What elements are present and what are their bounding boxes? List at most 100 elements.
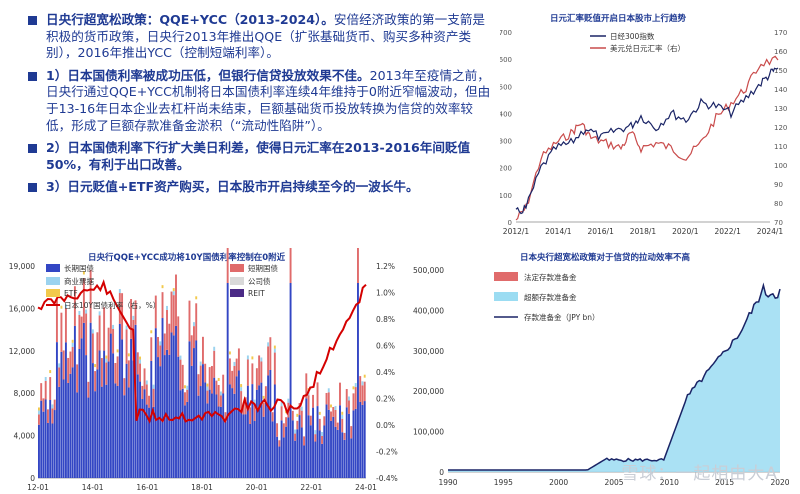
bar-short-term (87, 381, 90, 398)
bar-long-term (69, 373, 72, 478)
bar-short-term (251, 363, 254, 385)
bar-long-term (40, 400, 43, 478)
bar-long-term (294, 440, 297, 478)
bar-long-term (125, 363, 128, 478)
bar-short-term (148, 395, 150, 408)
bar-long-term (280, 420, 283, 478)
bar-short-term (91, 333, 94, 364)
bar-long-term (222, 393, 225, 478)
x-tick-label: 2010 (660, 478, 679, 487)
bar-cp (233, 361, 236, 366)
bar-long-term (100, 386, 103, 478)
bar-long-term (262, 416, 265, 478)
bar-short-term (240, 391, 243, 412)
bar-short-term (67, 357, 70, 383)
bar-long-term (240, 411, 243, 478)
bar-long-term (118, 323, 121, 478)
bar-long-term (260, 382, 263, 478)
y-tick-label: 0 (439, 468, 444, 477)
legend-label: 超额存款准备金 (524, 292, 577, 302)
bar-short-term (136, 352, 139, 375)
bar-long-term (298, 415, 301, 478)
bar-cp (246, 355, 249, 360)
bar-short-term (253, 403, 256, 422)
bar-long-term (85, 355, 88, 478)
bar-long-term (139, 381, 142, 478)
bar-cp (280, 402, 283, 407)
legend-swatch (230, 277, 244, 285)
bar-short-term (114, 363, 117, 384)
bar-long-term (190, 365, 193, 478)
bar-short-term (179, 359, 182, 391)
bar-short-term (226, 248, 229, 283)
bar-long-term (64, 342, 67, 478)
bar-long-term (296, 429, 299, 478)
bar-etf (116, 349, 119, 353)
bar-cp (64, 304, 67, 309)
bar-short-term (332, 407, 335, 417)
bar-etf (82, 271, 85, 275)
bar-short-term (278, 440, 281, 447)
bar-cp (98, 311, 101, 316)
bar-short-term (314, 434, 317, 442)
bar-long-term (44, 399, 47, 478)
bar-long-term (345, 407, 348, 478)
bar-short-term (235, 358, 238, 377)
bar-short-term (80, 316, 83, 339)
bar-short-term (123, 378, 126, 396)
bar-cp (51, 404, 54, 409)
bar-long-term (357, 283, 359, 478)
x-tick-label: 1995 (494, 478, 513, 487)
y-left-tick-label: 0 (30, 474, 35, 483)
bar-cp (321, 431, 323, 436)
bar-long-term (244, 414, 247, 478)
chart-yen-nikkei-svg: 2012/1 2014/1 2016/1 2018/1 2020/1 2022/1 2024… (500, 29, 787, 236)
legend-swatch (494, 292, 518, 301)
bar-short-term (325, 392, 328, 405)
bullet-bold: 3）日元贬值+ETF资产购买，日本股市开启持续至今的一波长牛。 (46, 179, 419, 195)
watermark: 雪球：一起相由大A (621, 464, 778, 484)
y-right-tick-label: 120 (774, 124, 787, 132)
legend-swatch (494, 272, 518, 281)
bar-short-term (330, 411, 332, 421)
y-right-tick-label: 150 (774, 67, 787, 75)
bar-long-term (215, 394, 218, 478)
bar-long-term (152, 406, 155, 478)
bar-short-term (46, 409, 49, 423)
bar-cp (294, 429, 297, 434)
bar-long-term (154, 328, 157, 478)
legend-label: 公司债 (248, 276, 271, 286)
bar-short-term (282, 423, 285, 438)
bar-long-term (305, 398, 308, 478)
bar-short-term (291, 410, 294, 421)
bar-short-term (197, 374, 200, 396)
x-tick-label: 2012/1 (503, 227, 530, 236)
bar-long-term (336, 429, 339, 478)
bar-short-term (309, 415, 312, 426)
bar-cp (145, 380, 148, 385)
bar-cp (179, 355, 182, 360)
bar-short-term (260, 361, 263, 383)
legend-label: 商业票据 (64, 276, 94, 286)
bar-short-term (206, 390, 209, 404)
bar-cp (213, 346, 216, 351)
bar-long-term (199, 386, 202, 478)
y-left-tick-label: 100 (500, 192, 512, 200)
legend-swatch (46, 277, 60, 285)
bar-long-term (323, 425, 326, 478)
bar-long-term (123, 395, 126, 478)
legend-label: 长期国债 (64, 263, 94, 273)
bar-short-term (296, 420, 299, 430)
bar-short-term (94, 371, 97, 392)
bar-short-term (82, 278, 85, 323)
bar-long-term (341, 432, 344, 478)
bar-etf (94, 364, 97, 368)
bar-etf (296, 413, 299, 417)
bar-long-term (312, 407, 314, 478)
x-tick-label: 2015 (715, 478, 734, 487)
bar-long-term (38, 424, 40, 478)
bar-etf (318, 411, 321, 415)
bar-cp (260, 357, 263, 362)
bar-short-term (363, 381, 366, 402)
text-block: 日央行超宽松政策：QQE+YCC（2013-2024）。安倍经济政策的第一支箭是… (24, 12, 494, 201)
